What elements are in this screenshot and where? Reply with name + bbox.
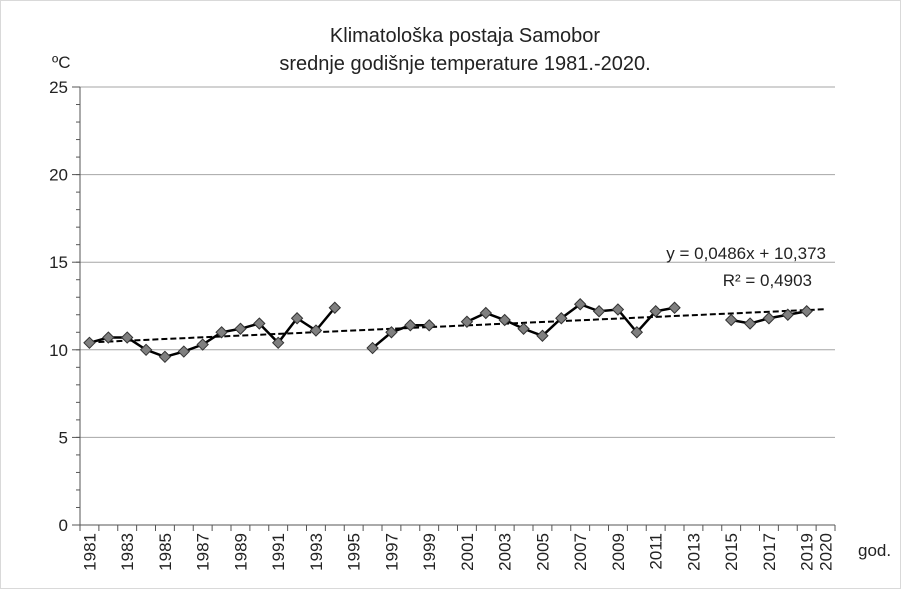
data-point [234,322,247,335]
x-tick-label: 1981 [80,533,99,571]
data-point [668,301,681,314]
x-tick-label: 1993 [307,533,326,571]
x-tick-label: 2009 [609,533,628,571]
y-tick-label: 20 [49,166,68,185]
series-line [371,324,430,350]
data-point [517,322,530,335]
x-tick-label: 1999 [420,533,439,571]
y-tick-label: 15 [49,253,68,272]
data-point [309,324,323,337]
x-tick-label: 2003 [496,533,515,571]
data-point [498,313,511,327]
data-point [743,317,757,330]
x-tick-label: 1991 [269,533,288,571]
x-tick-label: 2001 [458,533,477,571]
x-tick-label: 2005 [533,533,552,571]
y-tick-label: 0 [59,516,68,535]
data-point [102,331,115,344]
data-point [781,308,795,321]
trendline [89,308,826,344]
x-tick-label: 1985 [156,533,175,571]
data-point [215,326,228,339]
data-point [290,312,304,325]
x-tick-label: 1997 [382,533,401,571]
data-point [385,326,398,339]
chart-title: Klimatološka postaja Samobor [330,25,600,47]
data-point [120,331,134,344]
x-axis-label: god. [858,541,891,560]
x-tick-label: 1989 [231,533,250,571]
y-tick-label: 25 [49,78,68,97]
chart-subtitle: srednje godišnje temperature 1981.-2020. [279,53,650,75]
data-point [253,317,266,330]
data-point [328,301,342,314]
x-tick-label: 2011 [647,533,666,570]
x-tick-label: 1995 [345,533,364,571]
data-point [724,313,738,327]
data-point [366,341,379,355]
data-point [649,305,662,318]
data-point [83,336,96,349]
x-tick-label: 1987 [194,533,213,571]
y-tick-label: 10 [49,341,68,360]
data-point [158,350,172,364]
data-point [460,315,474,328]
data-point [271,336,285,349]
data-point [536,329,549,342]
x-tick-label: 2015 [722,533,741,571]
data-point [611,303,625,316]
data-point [573,298,587,311]
data-point [196,338,209,351]
data-point [139,343,153,357]
x-tick-label: 1983 [118,533,137,571]
x-tick-label: 2017 [760,533,779,571]
data-point [762,312,776,325]
data-point [800,305,813,318]
x-tick-label: 2013 [684,533,703,571]
data-point [592,305,606,318]
data-point [422,319,436,332]
data-point [177,345,191,358]
trendline-r-squared: R² = 0,4903 [723,271,812,290]
x-tick-label: 2019 [798,533,817,571]
data-point [479,306,493,320]
y-tick-label: 5 [59,428,68,447]
y-axis-label: ºC [52,53,71,72]
x-tick-label: 2007 [571,533,590,571]
trendline-equation: y = 0,0486x + 10,373 [666,244,826,263]
data-point [555,312,568,325]
data-point [404,319,417,332]
data-point [630,326,644,339]
x-tick-label: 2020 [817,533,836,571]
